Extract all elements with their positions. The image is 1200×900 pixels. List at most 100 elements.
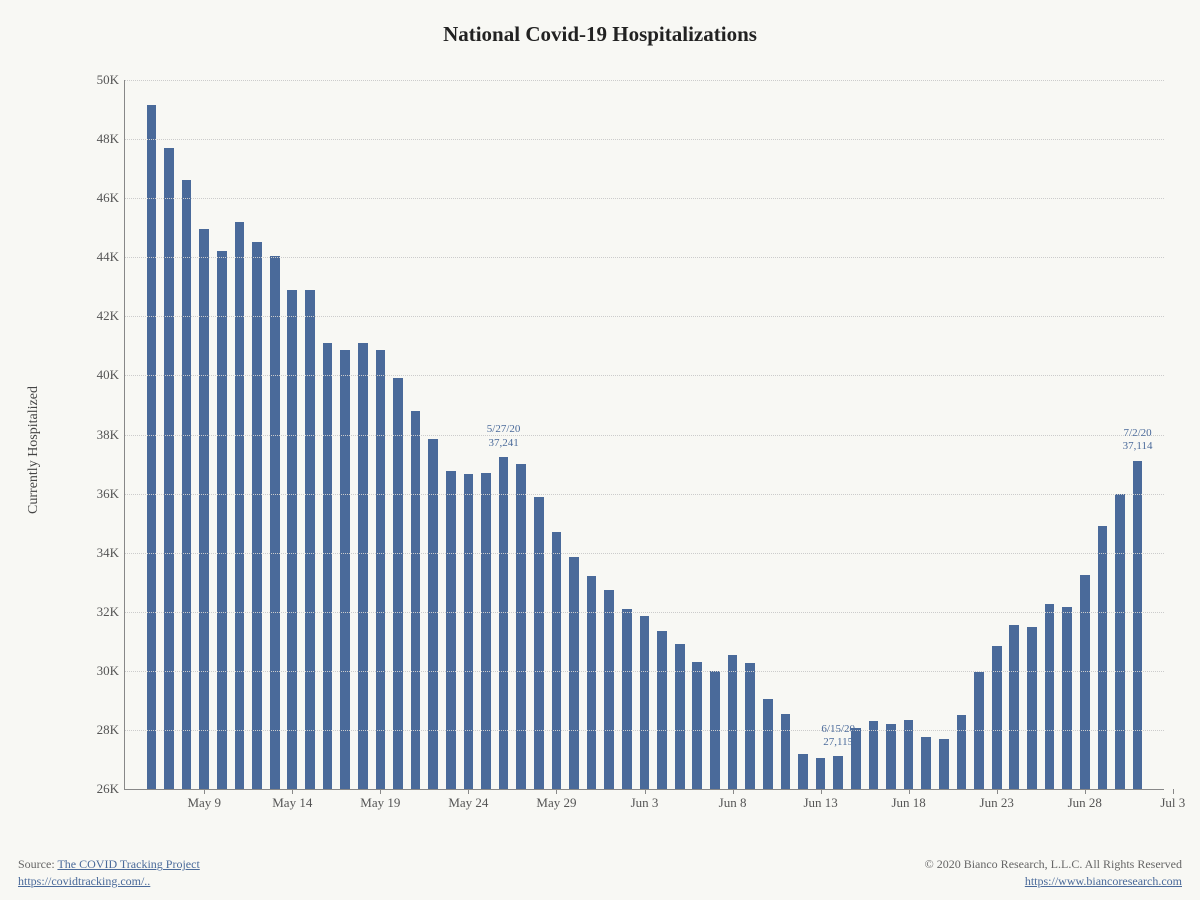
y-tick-label: 44K: [97, 249, 119, 265]
bar: [675, 644, 685, 789]
bar: [270, 256, 280, 789]
bar: [305, 290, 315, 789]
bar: [428, 439, 438, 789]
bar: [516, 464, 526, 789]
x-tick-mark: [556, 789, 557, 794]
bar: [499, 457, 509, 789]
y-tick-label: 50K: [97, 72, 119, 88]
chart-title: National Covid-19 Hospitalizations: [0, 0, 1200, 47]
bar: [1098, 526, 1108, 789]
grid-line: [125, 80, 1164, 81]
y-tick-label: 40K: [97, 367, 119, 383]
source-url-link[interactable]: https://covidtracking.com/..: [18, 874, 150, 888]
bar: [728, 655, 738, 789]
bar: [886, 724, 896, 789]
bar: [1062, 607, 1072, 789]
bar: [252, 242, 262, 789]
x-tick-mark: [645, 789, 646, 794]
x-tick-label: May 29: [536, 795, 576, 811]
bar: [552, 532, 562, 789]
copyright-url-link[interactable]: https://www.biancoresearch.com: [1025, 874, 1182, 888]
x-tick-mark: [733, 789, 734, 794]
grid-line: [125, 553, 1164, 554]
bar: [235, 222, 245, 789]
plot-area: 26K28K30K32K34K36K38K40K42K44K46K48K50KM…: [124, 80, 1164, 790]
grid-line: [125, 671, 1164, 672]
bar: [692, 662, 702, 789]
x-tick-label: Jun 23: [980, 795, 1014, 811]
bar: [464, 474, 474, 789]
bar-annotation: 6/15/2027,115: [821, 723, 855, 749]
x-tick-label: Jun 8: [719, 795, 747, 811]
x-tick-label: Jun 18: [891, 795, 925, 811]
grid-line: [125, 494, 1164, 495]
bar: [745, 663, 755, 789]
bar: [816, 758, 826, 789]
bar: [957, 715, 967, 789]
footer-left: Source: The COVID Tracking Project https…: [18, 856, 200, 890]
bar: [798, 754, 808, 789]
bar: [340, 350, 350, 789]
x-tick-label: Jul 3: [1160, 795, 1185, 811]
bar: [358, 343, 368, 789]
bar: [921, 737, 931, 789]
grid-line: [125, 612, 1164, 613]
x-tick-label: Jun 13: [803, 795, 837, 811]
bar: [446, 471, 456, 789]
bar-annotation: 7/2/2037,114: [1123, 427, 1153, 453]
x-tick-mark: [997, 789, 998, 794]
x-tick-mark: [1085, 789, 1086, 794]
x-tick-mark: [821, 789, 822, 794]
bar: [1045, 604, 1055, 789]
bar: [1027, 627, 1037, 789]
y-tick-label: 30K: [97, 663, 119, 679]
bar: [604, 590, 614, 789]
bar: [393, 378, 403, 789]
x-tick-mark: [909, 789, 910, 794]
y-tick-label: 36K: [97, 486, 119, 502]
x-tick-label: May 24: [448, 795, 488, 811]
bar: [587, 576, 597, 789]
bar: [622, 609, 632, 789]
y-tick-label: 28K: [97, 722, 119, 738]
grid-line: [125, 375, 1164, 376]
bar: [1009, 625, 1019, 789]
grid-line: [125, 139, 1164, 140]
grid-line: [125, 198, 1164, 199]
bar: [569, 557, 579, 789]
x-tick-label: May 14: [272, 795, 312, 811]
bar: [833, 756, 843, 789]
bar: [481, 473, 491, 789]
bar: [657, 631, 667, 789]
x-tick-label: Jun 28: [1068, 795, 1102, 811]
x-tick-label: May 19: [360, 795, 400, 811]
x-tick-mark: [380, 789, 381, 794]
footer-right: © 2020 Bianco Research, L.L.C. All Right…: [925, 856, 1182, 890]
y-tick-label: 38K: [97, 427, 119, 443]
bar: [1133, 461, 1143, 789]
bar: [164, 148, 174, 789]
y-tick-label: 46K: [97, 190, 119, 206]
y-tick-label: 26K: [97, 781, 119, 797]
grid-line: [125, 257, 1164, 258]
y-tick-label: 34K: [97, 545, 119, 561]
grid-line: [125, 730, 1164, 731]
x-tick-mark: [292, 789, 293, 794]
bar: [287, 290, 297, 789]
bar: [376, 350, 386, 789]
bar: [182, 180, 192, 789]
bar: [147, 105, 157, 789]
x-tick-mark: [468, 789, 469, 794]
bar: [199, 229, 209, 789]
bar: [640, 616, 650, 789]
grid-line: [125, 316, 1164, 317]
y-axis-title: Currently Hospitalized: [26, 386, 42, 514]
source-link[interactable]: The COVID Tracking Project: [57, 857, 199, 871]
chart-area: Currently Hospitalized 26K28K30K32K34K36…: [72, 70, 1172, 830]
y-tick-label: 48K: [97, 131, 119, 147]
x-tick-mark: [204, 789, 205, 794]
bar: [992, 646, 1002, 789]
bar: [869, 721, 879, 789]
grid-line: [125, 435, 1164, 436]
bar: [1115, 494, 1125, 789]
